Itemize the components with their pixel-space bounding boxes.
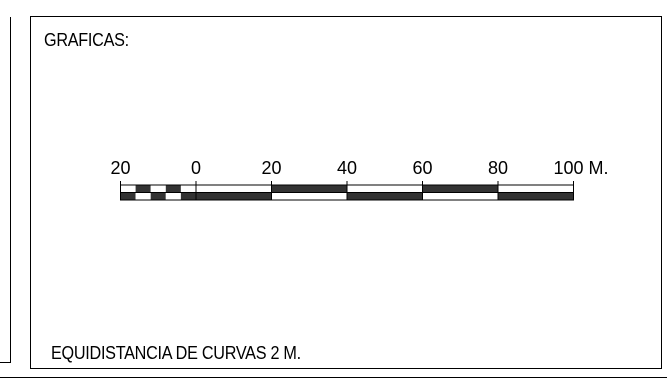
subdivision-cell-bottom <box>135 192 151 200</box>
scale-segment-bottom <box>422 192 498 200</box>
scale-tick-label: 20 <box>110 158 130 178</box>
scale-tick-label: 100 M. <box>554 158 609 178</box>
subdivision-cell-top <box>180 185 196 193</box>
subdivision-cell-top <box>165 185 181 193</box>
scale-tick-label: 80 <box>488 158 508 178</box>
scale-tick-label: 0 <box>191 158 201 178</box>
subdivision-cell-top <box>150 185 166 193</box>
scale-tick-label: 40 <box>337 158 357 178</box>
section-title: GRAFICAS: <box>44 30 129 50</box>
subdivision-cell-top <box>135 185 151 193</box>
scale-segment-top <box>196 185 272 193</box>
subdivision-cell-bottom <box>165 192 181 200</box>
scale-segment-bottom <box>196 192 272 200</box>
scale-segment-bottom <box>271 192 347 200</box>
scale-segment-top <box>347 185 423 193</box>
scale-segment-bottom <box>347 192 423 200</box>
scale-segment-bottom <box>498 192 574 200</box>
contour-interval-note: EQUIDISTANCIA DE CURVAS 2 M. <box>51 343 301 363</box>
scale-segment-top <box>498 185 574 193</box>
scale-graphic-panel: GRAFICAS: 20 0 20 40 60 80 100 M. EQUIDISTANCI… <box>30 16 662 369</box>
scale-tick-label: 20 <box>261 158 281 178</box>
scale-segment-top <box>271 185 347 193</box>
subdivision-cell-top <box>120 185 136 193</box>
adjacent-frame-edge <box>0 17 11 363</box>
subdivision-cell-bottom <box>120 192 136 200</box>
scale-segment-top <box>422 185 498 193</box>
sheet-bottom-border <box>0 377 667 378</box>
subdivision-cell-bottom <box>150 192 166 200</box>
scale-tick-label: 60 <box>412 158 432 178</box>
graphic-scale-bar: 20 0 20 40 60 80 100 M. <box>110 158 609 201</box>
subdivision-cell-bottom <box>180 192 196 200</box>
